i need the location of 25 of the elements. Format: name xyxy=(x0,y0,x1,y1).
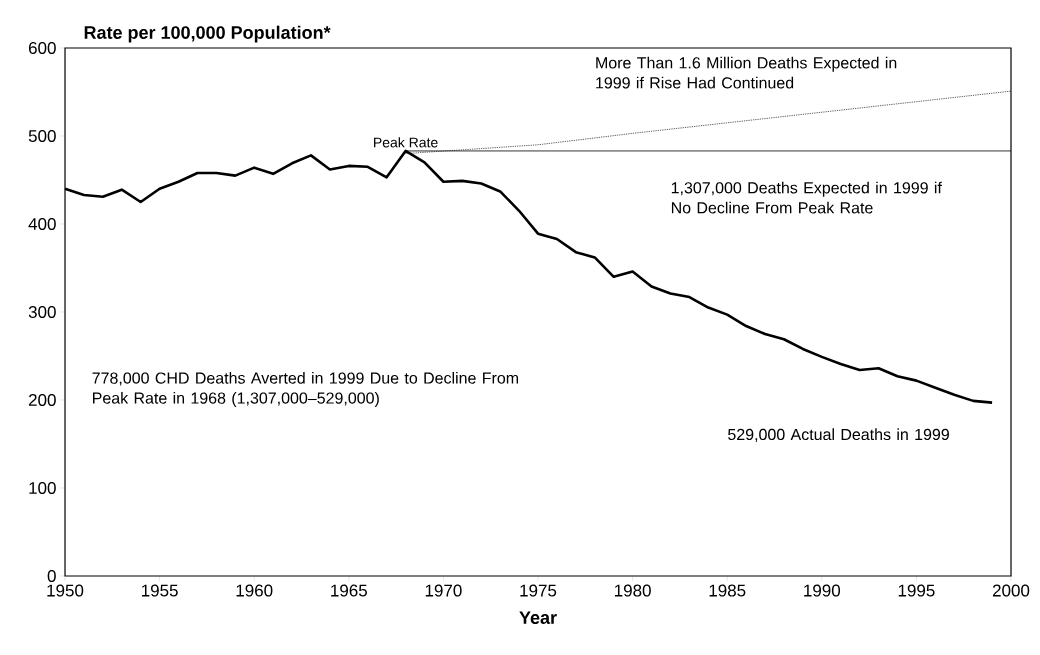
y-tick-label: 300 xyxy=(28,305,56,319)
x-tick-label: 1955 xyxy=(142,584,178,597)
x-axis-title: Year xyxy=(519,611,557,624)
x-tick-label: 1985 xyxy=(709,584,746,597)
annotation: More Than 1.6 Million Deaths Expected in 1999 if Rise Had Continued xyxy=(596,56,897,89)
y-tick-label: 400 xyxy=(28,217,56,231)
x-tick-label: 1980 xyxy=(615,584,651,597)
y-tick-label: 100 xyxy=(29,481,56,495)
y-tick-label: 200 xyxy=(28,393,56,407)
x-tick-label: 1965 xyxy=(331,584,367,597)
x-tick-label: 1970 xyxy=(425,584,462,597)
annotation: 778,000 CHD Deaths Averted in 1999 Due to Decline From Peak Rate in 1968 (1,307,000–529,000) xyxy=(92,371,519,407)
x-tick-label: 1975 xyxy=(520,584,557,597)
x-tick-label: 1950 xyxy=(47,584,84,597)
x-tick-label: 1990 xyxy=(804,584,841,597)
annotation: Peak Rate xyxy=(374,137,438,148)
x-tick-label: 2000 xyxy=(992,584,1030,597)
y-axis-title: Rate per 100,000 Population* xyxy=(84,25,331,43)
y-tick-label: 0 xyxy=(47,569,56,583)
annotation: 1,307,000 Deaths Expected in 1999 if No Decline From Peak Rate xyxy=(671,181,942,214)
annotation: 529,000 Actual Deaths in 1999 xyxy=(728,428,949,442)
y-tick-label: 600 xyxy=(28,41,56,55)
x-tick-label: 1960 xyxy=(236,584,273,597)
y-tick-label: 500 xyxy=(28,129,56,143)
x-tick-label: 1995 xyxy=(898,584,935,597)
